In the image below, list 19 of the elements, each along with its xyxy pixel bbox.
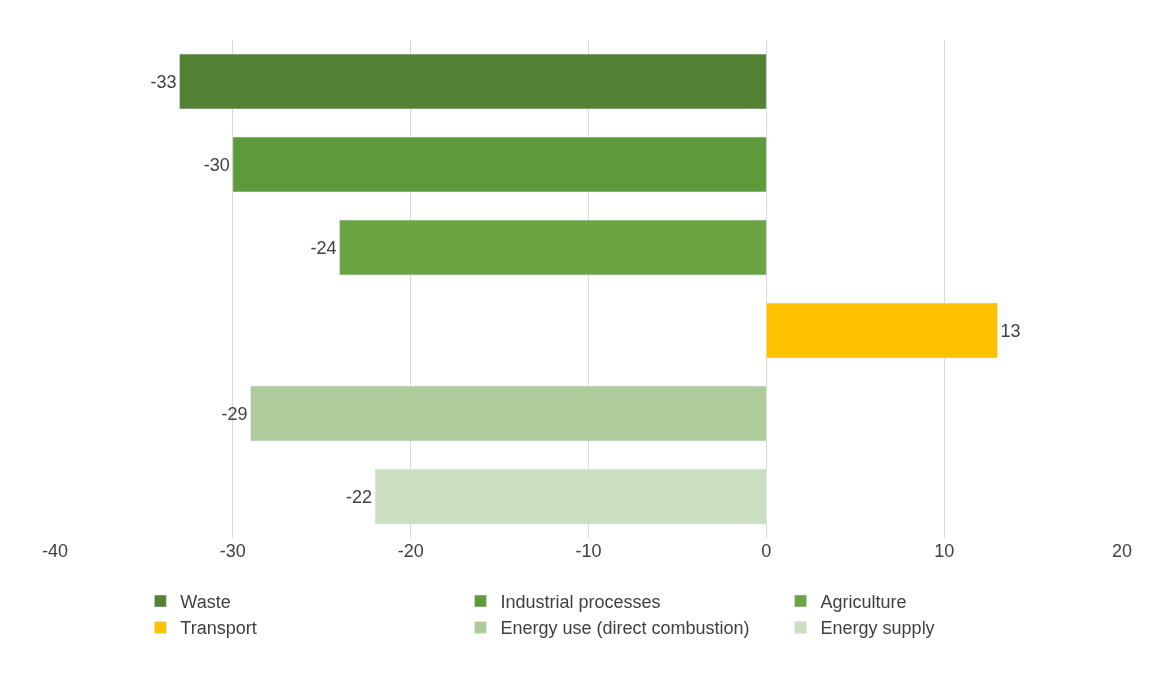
legend-label: Agriculture: [820, 592, 907, 613]
data-label: -24: [310, 237, 337, 258]
x-tick-label: -20: [397, 541, 424, 561]
data-label: -22: [346, 486, 373, 507]
x-tick-label: 0: [761, 541, 772, 561]
data-label: -33: [150, 71, 177, 92]
data-label: -29: [221, 403, 248, 424]
legend-label: Waste: [180, 592, 231, 613]
x-tick-label: 20: [1111, 541, 1133, 561]
legend-label: Energy supply: [820, 618, 935, 639]
x-tick-label: -10: [575, 541, 602, 561]
data-label: 13: [1000, 320, 1021, 341]
data-label: -30: [203, 154, 230, 175]
x-tick-label: -40: [41, 541, 69, 561]
legend-label: Transport: [180, 618, 257, 639]
x-tick-label: 10: [934, 541, 955, 561]
legend-label: Industrial processes: [500, 592, 661, 613]
legend-label: Energy use (direct combustion): [500, 618, 750, 639]
x-tick-label: -30: [219, 541, 246, 561]
